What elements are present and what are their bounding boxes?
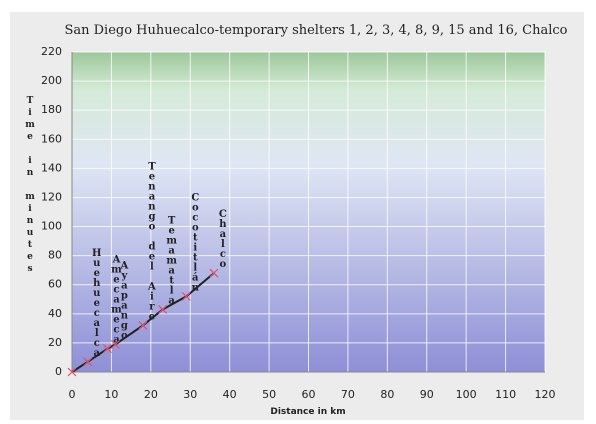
y-tick-label: 120 — [41, 190, 62, 203]
point-label: Ayapango — [119, 260, 130, 340]
x-tick-label: 20 — [144, 388, 158, 401]
y-axis-label: Time in minutes — [25, 96, 35, 276]
point-marker — [103, 344, 112, 354]
chart-title: San Diego Huhuecalco-temporary shelters … — [64, 23, 567, 38]
x-tick-label: 0 — [69, 388, 76, 401]
series-line — [71, 272, 215, 373]
x-axis-label: Distance in km — [270, 407, 345, 417]
x-tick-label: 100 — [456, 388, 477, 401]
x-tick-label: 30 — [183, 388, 197, 401]
point-marker — [158, 305, 168, 314]
x-tick-label: 40 — [223, 388, 237, 401]
x-tick-label: 120 — [535, 388, 556, 401]
x-tick-label: 110 — [495, 388, 516, 401]
point-marker — [181, 291, 191, 301]
y-tick-label: 220 — [41, 45, 62, 58]
point-marker — [110, 339, 120, 349]
point-label: Amecameca — [110, 255, 122, 345]
point-label: Huehuecalca — [91, 248, 102, 358]
x-tick-label: 60 — [302, 388, 316, 401]
x-tick-label: 70 — [341, 388, 355, 401]
x-tick-label: 90 — [420, 388, 434, 401]
y-tick-label: 100 — [41, 220, 62, 233]
point-label: Temamatla — [165, 215, 177, 305]
x-tick-label: 80 — [380, 388, 394, 401]
y-tick-label: 20 — [48, 336, 62, 349]
y-tick-label: 180 — [41, 103, 62, 116]
y-tick-label: 0 — [55, 365, 62, 378]
point-marker — [83, 357, 93, 367]
y-tick-label: 140 — [41, 161, 62, 174]
point-marker — [209, 268, 219, 278]
y-tick-label: 40 — [48, 307, 62, 320]
y-tick-label: 200 — [41, 74, 62, 87]
point-label: Chalco — [217, 209, 228, 269]
point-marker — [67, 367, 77, 377]
x-tick-label: 50 — [262, 388, 276, 401]
y-tick-label: 80 — [48, 249, 62, 262]
y-tick-label: 160 — [41, 132, 62, 145]
point-marker — [138, 321, 148, 330]
point-label: Cocotitlán — [190, 192, 201, 292]
x-tick-label: 10 — [104, 388, 118, 401]
point-label: Tenango del Aire — [146, 161, 157, 321]
y-tick-label: 60 — [48, 278, 62, 291]
